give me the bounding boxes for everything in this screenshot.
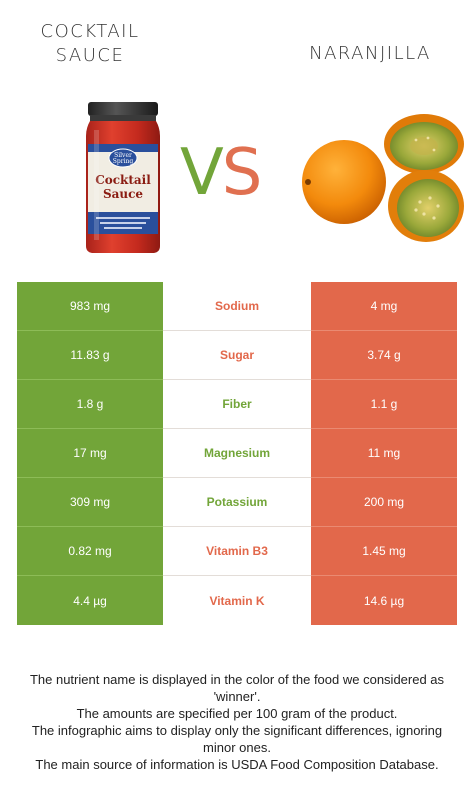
right-value: 1.45 mg [311,527,457,576]
footnote-line: The main source of information is USDA F… [35,757,439,772]
nutrient-row: 0.82 mg Vitamin B3 1.45 mg [17,527,457,576]
footnote-line: The nutrient name is displayed in the co… [29,672,445,704]
vs-s: S [221,136,263,210]
cocktail-sauce-jar-image: Silver Spring Cocktail Sauce [86,102,160,253]
nutrient-row: 17 mg Magnesium 11 mg [17,429,457,478]
footnote-line: The infographic aims to display only the… [31,723,443,755]
right-value: 11 mg [311,429,457,478]
right-food-title: NARANJILLA [295,42,445,66]
left-value: 17 mg [17,429,163,478]
right-value: 3.74 g [311,331,457,380]
jar-brand-text-2: Spring [113,158,134,165]
left-value: 4.4 µg [17,576,163,625]
vs-v: V [180,136,224,210]
nutrient-name: Magnesium [163,429,311,478]
nutrient-row: 309 mg Potassium 200 mg [17,478,457,527]
nutrient-name: Vitamin B3 [163,527,311,576]
left-value: 983 mg [17,282,163,331]
nutrient-name: Vitamin K [163,576,311,625]
nutrient-row: 1.8 g Fiber 1.1 g [17,380,457,429]
nutrient-name: Sodium [163,282,311,331]
nutrient-name: Potassium [163,478,311,527]
left-title-line-1: COCKTAIL [40,21,140,42]
nutrient-name: Fiber [163,380,311,429]
right-value: 200 mg [311,478,457,527]
nutrient-row: 11.83 g Sugar 3.74 g [17,331,457,380]
right-value: 14.6 µg [311,576,457,625]
left-value: 309 mg [17,478,163,527]
versus-label: VS [180,138,290,208]
right-title-line-1: NARANJILLA [309,43,431,64]
nutrient-row: 4.4 µg Vitamin K 14.6 µg [17,576,457,625]
nutrient-row: 983 mg Sodium 4 mg [17,282,457,331]
jar-brand-text-1: Silver [114,152,132,159]
right-value: 4 mg [311,282,457,331]
jar-product-text-2: Sauce [103,187,143,201]
jar-product-text-1: Cocktail [95,173,151,187]
left-title-line-2: SAUCE [55,45,125,66]
footnote: The nutrient name is displayed in the co… [14,671,460,773]
left-value: 1.8 g [17,380,163,429]
left-value: 11.83 g [17,331,163,380]
left-value: 0.82 mg [17,527,163,576]
footnote-line: The amounts are specified per 100 gram o… [76,706,398,721]
naranjilla-fruit-image [302,114,464,242]
right-value: 1.1 g [311,380,457,429]
left-food-title: COCKTAIL SAUCE [40,20,140,68]
nutrient-name: Sugar [163,331,311,380]
